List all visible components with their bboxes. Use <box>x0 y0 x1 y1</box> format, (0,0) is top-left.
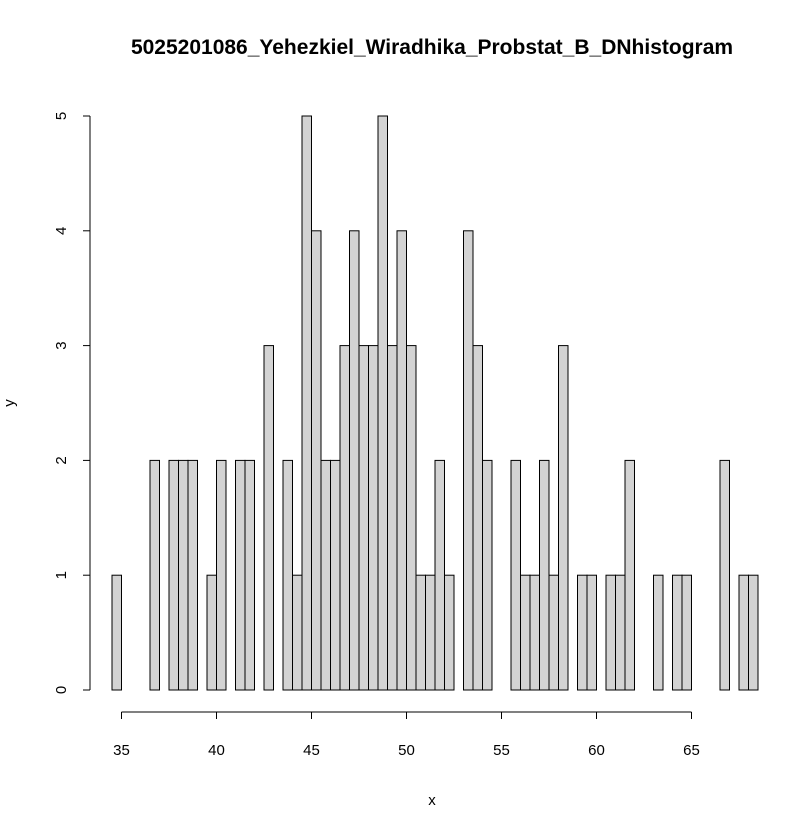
histogram-bar <box>539 459 550 691</box>
x-tick-label: 45 <box>303 742 320 759</box>
histogram-bar <box>548 574 559 691</box>
histogram-bar <box>396 230 407 691</box>
x-axis-label: x <box>428 792 436 809</box>
histogram-bar <box>586 574 597 691</box>
histogram-bar <box>510 459 521 691</box>
histogram-bar <box>368 345 379 691</box>
histogram-bar <box>520 574 531 691</box>
histogram-bar <box>178 459 189 691</box>
histogram-bar <box>472 345 483 691</box>
histogram-bar <box>149 459 160 691</box>
histogram-bar <box>719 459 730 691</box>
y-tick-label: 1 <box>53 571 70 579</box>
histogram-bar <box>216 459 227 691</box>
histogram-bar <box>738 574 749 691</box>
y-tick-label: 0 <box>53 686 70 694</box>
y-tick-label: 3 <box>53 341 70 349</box>
x-tick-label: 50 <box>398 742 415 759</box>
bars-group <box>111 115 759 691</box>
histogram-bar <box>187 459 198 691</box>
histogram-bar <box>311 230 322 691</box>
histogram-bar <box>624 459 635 691</box>
x-tick-label: 55 <box>493 742 510 759</box>
histogram-bar <box>434 459 445 691</box>
histogram-bar <box>653 574 664 691</box>
y-tick-label: 5 <box>53 112 70 120</box>
histogram-bar <box>615 574 626 691</box>
chart-title: 5025201086_Yehezkiel_Wiradhika_Probstat_… <box>131 36 733 59</box>
histogram-bar <box>339 345 350 691</box>
histogram-bar <box>529 574 540 691</box>
histogram-bar <box>387 345 398 691</box>
histogram-bar <box>577 574 588 691</box>
histogram-bar <box>282 459 293 691</box>
histogram-bar <box>320 459 331 691</box>
y-tick-label: 4 <box>53 227 70 235</box>
histogram-bar <box>244 459 255 691</box>
histogram-bar <box>558 345 569 691</box>
x-tick-label: 40 <box>208 742 225 759</box>
histogram-bar <box>301 115 312 691</box>
histogram-bar <box>349 230 360 691</box>
histogram-bar <box>463 230 474 691</box>
histogram-bar <box>263 345 274 691</box>
histogram-bar <box>235 459 246 691</box>
histogram-bar <box>748 574 759 691</box>
histogram-bar <box>111 574 122 691</box>
histogram-bar <box>482 459 493 691</box>
histogram-bar <box>330 459 341 691</box>
histogram-bar <box>415 574 426 691</box>
x-tick-label: 35 <box>113 742 130 759</box>
histogram-bar <box>377 115 388 691</box>
histogram-bar <box>292 574 303 691</box>
x-axis: 35 40 45 50 55 60 65 <box>113 711 700 759</box>
histogram-bar <box>425 574 436 691</box>
histogram-bar <box>605 574 616 691</box>
histogram-bar <box>672 574 683 691</box>
x-tick-label: 65 <box>683 742 700 759</box>
histogram-bar <box>406 345 417 691</box>
histogram-bar <box>358 345 369 691</box>
histogram-bar <box>681 574 692 691</box>
y-tick-label: 2 <box>53 456 70 464</box>
histogram-bar <box>444 574 455 691</box>
y-axis-label: y <box>1 399 18 407</box>
histogram-bar <box>206 574 217 691</box>
histogram-bar <box>168 459 179 691</box>
y-axis: 0 1 2 3 4 5 <box>53 112 91 694</box>
x-tick-label: 60 <box>588 742 605 759</box>
